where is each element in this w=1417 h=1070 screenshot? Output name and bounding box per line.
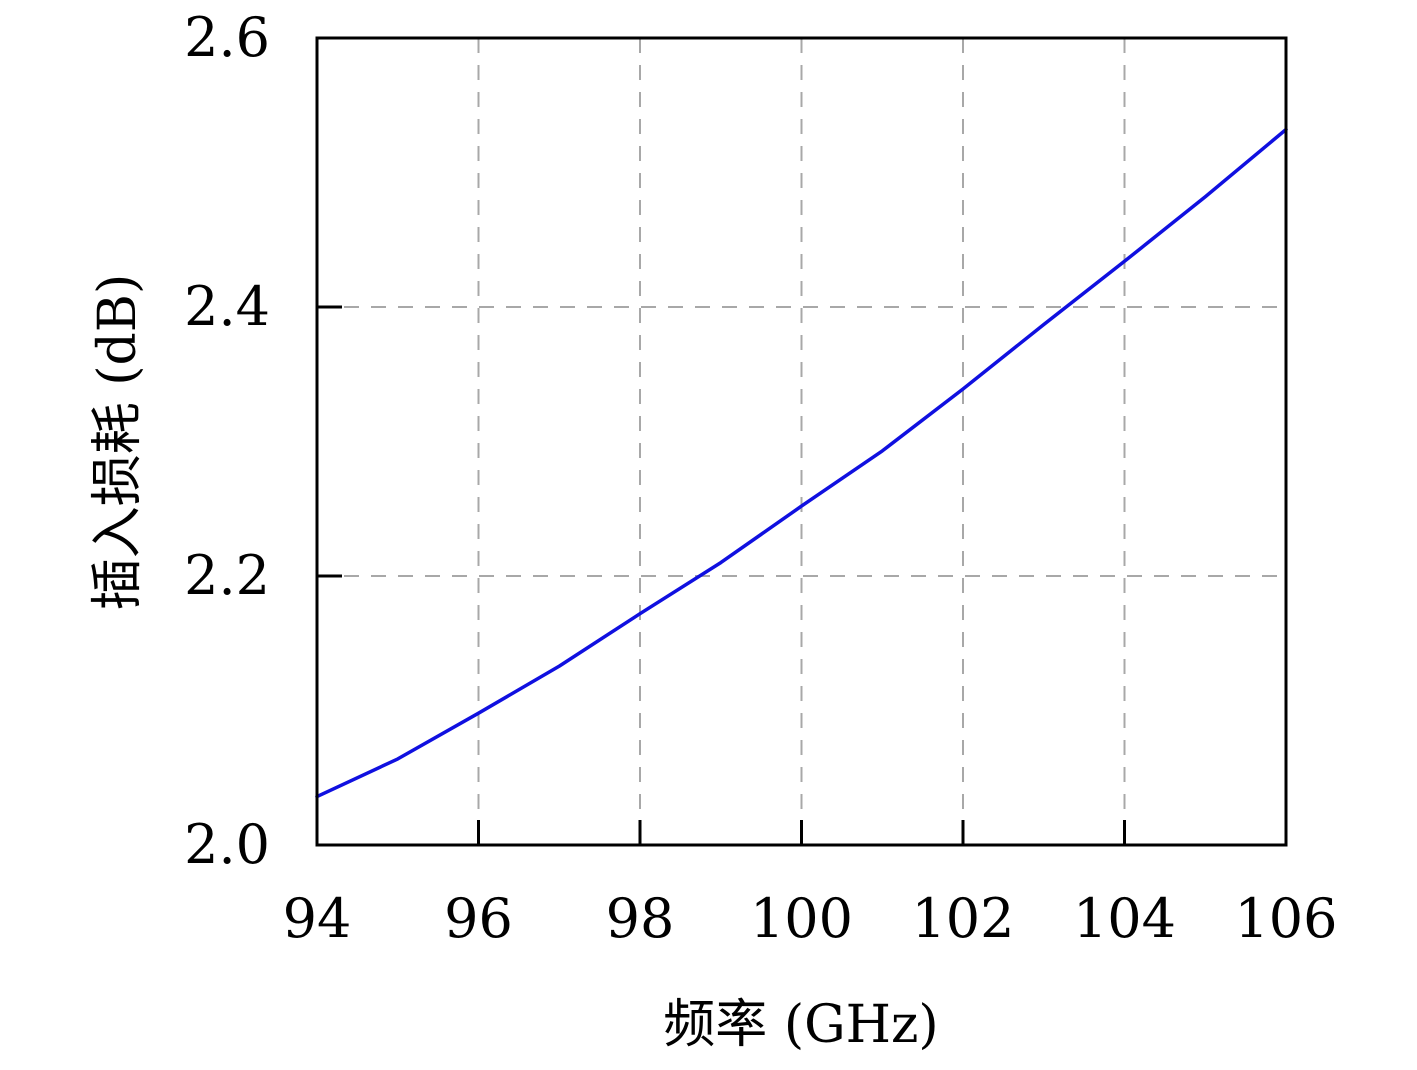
data-series <box>315 127 1288 799</box>
y-tick-labels: 2.0 2.2 2.4 2.6 <box>184 6 270 876</box>
y-tick-label: 2.0 <box>184 813 270 876</box>
y-tick-label: 2.6 <box>184 6 270 69</box>
x-tick-labels: 94 96 98 100 102 104 106 <box>283 887 1338 950</box>
y-axis-title: 插入损耗 (dB) <box>88 274 148 611</box>
x-tick-label: 100 <box>750 887 853 950</box>
x-tick-label: 98 <box>606 887 675 950</box>
y-tick-label: 2.4 <box>184 275 270 338</box>
y-tick-label: 2.2 <box>184 544 270 607</box>
x-tick-label: 96 <box>444 887 513 950</box>
x-tick-label: 106 <box>1234 887 1337 950</box>
plot-frame <box>315 36 1288 847</box>
x-tick-label: 104 <box>1073 887 1176 950</box>
x-tick-label: 102 <box>911 887 1014 950</box>
data-line <box>315 127 1288 799</box>
x-axis-title: 频率 (GHz) <box>663 995 938 1055</box>
x-tick-label: 94 <box>283 887 352 950</box>
